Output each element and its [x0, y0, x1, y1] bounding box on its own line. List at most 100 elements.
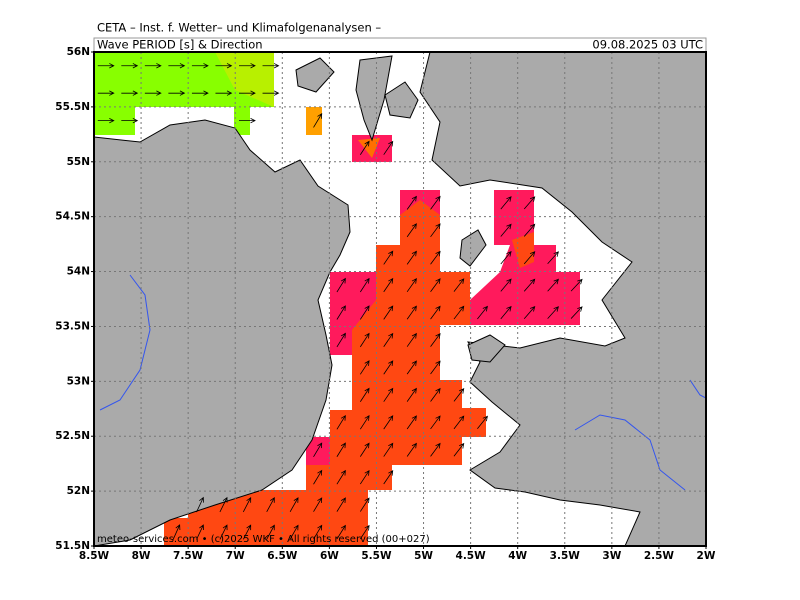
arrow	[359, 442, 370, 457]
arrow	[191, 90, 209, 96]
lat-label: 54.5N	[55, 211, 90, 223]
arrow	[359, 387, 370, 402]
scottish-isle	[295, 57, 335, 93]
arrow	[570, 306, 583, 319]
arrow	[359, 277, 370, 293]
arrow	[430, 195, 441, 210]
lat-label: 52N	[67, 485, 90, 497]
arrow	[262, 90, 280, 96]
arrow	[430, 278, 441, 292]
arrow	[359, 360, 370, 375]
lon-label: 2.5W	[644, 550, 675, 562]
plot-area	[93, 51, 707, 547]
arrow	[97, 90, 115, 96]
footer-credit: meteo-services.com • (c)2025 WKF • All r…	[97, 534, 430, 545]
arrow	[406, 250, 417, 265]
arrow	[406, 223, 417, 238]
arrow	[406, 278, 417, 293]
arrow	[336, 332, 346, 348]
arrow	[266, 524, 275, 540]
arrow	[336, 469, 346, 485]
arrow	[219, 496, 228, 513]
rivers	[99, 274, 706, 491]
arrow	[266, 497, 275, 513]
axis-labels: 56N 55.5N 55N 54.5N 54N 53.5N 53N 52.5N 52N 51.5N…	[55, 46, 716, 562]
arrow	[336, 277, 346, 293]
lon-label: 4.5W	[456, 550, 487, 562]
arrow	[570, 278, 583, 292]
arrow	[97, 117, 115, 124]
field-crimson	[330, 272, 376, 355]
arrow	[215, 90, 233, 96]
arrow	[453, 388, 465, 402]
header-timestamp: 09.08.2025 03 UTC	[592, 38, 703, 52]
arrow	[97, 63, 115, 69]
arrow	[430, 305, 441, 320]
arrow	[196, 524, 204, 540]
arrow	[523, 223, 536, 237]
arrow	[430, 333, 441, 347]
arrow	[239, 90, 256, 96]
arrow	[453, 415, 465, 430]
lon-label: 5.5W	[361, 550, 392, 562]
arrow	[359, 524, 370, 540]
arrow	[359, 497, 370, 512]
arrow	[215, 63, 233, 69]
kintyre	[355, 55, 393, 142]
lon-label: 6W	[320, 550, 339, 562]
arrow	[359, 332, 370, 348]
arrow	[121, 63, 139, 69]
arrow	[359, 305, 370, 320]
lon-label: 3W	[602, 550, 621, 562]
land	[94, 52, 706, 546]
arrow	[383, 442, 394, 457]
arrow	[242, 496, 252, 513]
arrow	[336, 442, 346, 457]
arrow	[430, 223, 441, 238]
arrow	[121, 117, 139, 124]
arrow	[336, 497, 346, 512]
arrow	[144, 90, 162, 96]
arrow	[168, 90, 186, 96]
lat-label: 53N	[67, 375, 90, 387]
arrow	[477, 415, 488, 429]
arrow	[239, 63, 256, 69]
field-small	[306, 107, 322, 135]
arrow	[359, 140, 370, 155]
isle-of-man	[459, 229, 487, 267]
arrow	[336, 305, 346, 320]
arrow	[196, 496, 204, 513]
arrow	[144, 63, 162, 69]
lon-label: 2W	[697, 550, 716, 562]
arrow	[406, 415, 417, 430]
anglesey	[467, 334, 506, 363]
arrow	[406, 442, 417, 457]
arrow	[313, 469, 323, 485]
arrow	[336, 414, 346, 430]
arrow	[430, 442, 441, 457]
arrow	[191, 63, 209, 69]
arrow	[477, 305, 488, 320]
arrow	[383, 305, 394, 320]
header-subtitle: Wave PERIOD [s] & Direction	[97, 38, 263, 52]
arrow	[172, 524, 181, 540]
arrow	[453, 305, 465, 320]
arrow	[523, 251, 536, 265]
lat-label: 55N	[67, 156, 90, 168]
arrow	[383, 332, 394, 348]
arrow	[121, 90, 139, 96]
arrow	[430, 360, 441, 375]
arrow	[523, 196, 536, 210]
lat-label: 51.5N	[55, 540, 90, 552]
arrow	[523, 278, 536, 292]
arrow	[383, 415, 394, 430]
lon-label: 7W	[226, 550, 245, 562]
arrow	[336, 524, 346, 540]
arrow	[242, 524, 252, 540]
arrow	[430, 387, 441, 402]
field-small	[358, 138, 380, 158]
lon-label: 8.5W	[79, 550, 110, 562]
arrow	[383, 250, 394, 265]
arrow	[383, 470, 394, 485]
